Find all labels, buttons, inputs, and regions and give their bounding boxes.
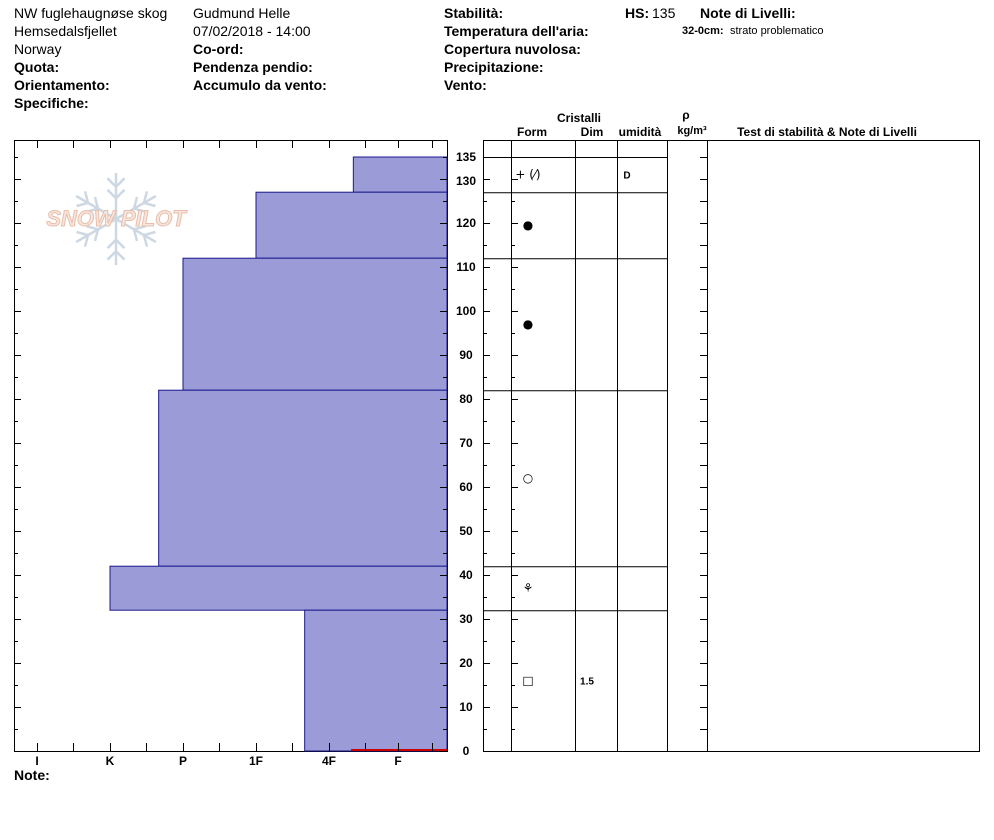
snowpilot-logo: SNOW PILOT bbox=[46, 173, 188, 265]
layer-bar bbox=[158, 389, 448, 567]
density-unit-header: kg/m³ bbox=[677, 125, 707, 137]
x-tick-label: K bbox=[106, 754, 115, 768]
quota-label: Quota: bbox=[14, 59, 60, 75]
snowflake-icon bbox=[75, 173, 157, 265]
y-tick-label: 30 bbox=[459, 612, 473, 626]
x-tick-label: 4F bbox=[322, 754, 336, 768]
grain-form-symbol: ● bbox=[523, 218, 533, 232]
size-header: Dim bbox=[581, 125, 604, 139]
grain-size-value: 1.5 bbox=[580, 677, 594, 688]
x-tick-label: F bbox=[394, 754, 401, 768]
country-text: Norway bbox=[14, 41, 62, 57]
coord-label: Co-ord: bbox=[193, 41, 244, 57]
layer-note-text: strato problematico bbox=[730, 25, 824, 37]
snowflake-branch bbox=[115, 250, 126, 261]
hs-label: HS: bbox=[625, 5, 650, 21]
y-tick-label: 0 bbox=[463, 744, 470, 758]
snowflake-branch bbox=[133, 207, 146, 213]
wind-loading-label: Accumulo da vento: bbox=[193, 77, 327, 93]
cloud-label: Copertura nuvolosa: bbox=[444, 41, 581, 57]
y-tick-label: 120 bbox=[456, 216, 476, 230]
grain-form-symbol: ● bbox=[523, 317, 533, 331]
snowflake-branch bbox=[106, 238, 117, 250]
location-text: NW fuglehaugnøse skog bbox=[14, 5, 168, 21]
layer-bar bbox=[255, 191, 448, 259]
grain-form-symbol: ⚘ bbox=[523, 581, 534, 595]
snowflake-arm bbox=[115, 194, 157, 221]
snowflake-branch bbox=[86, 225, 99, 231]
datetime-text: 07/02/2018 - 14:00 bbox=[193, 23, 311, 39]
y-tick-label: 70 bbox=[459, 436, 473, 450]
tests-header: Test di stabilità & Note di Livelli bbox=[737, 125, 917, 139]
y-tick-label: 135 bbox=[456, 150, 476, 164]
grain-form-symbol: ○ bbox=[523, 471, 533, 485]
wind-label: Vento: bbox=[444, 77, 487, 93]
y-tick-label: 100 bbox=[456, 304, 476, 318]
stability-label: Stabilità: bbox=[444, 5, 504, 21]
snowflake-branch bbox=[142, 190, 149, 204]
logo-text: SNOW PILOT bbox=[46, 206, 187, 231]
observer-text: Gudmund Helle bbox=[193, 5, 291, 21]
hs-value: 135 bbox=[652, 5, 676, 21]
moisture-header: umidità bbox=[619, 125, 662, 139]
snowflake-branch bbox=[93, 196, 100, 209]
slope-label: Pendenza pendio: bbox=[193, 59, 313, 75]
snowflake-branch bbox=[132, 229, 139, 242]
y-tick-label: 10 bbox=[459, 700, 473, 714]
precip-label: Precipitazione: bbox=[444, 59, 544, 75]
snowflake-branch bbox=[83, 190, 90, 204]
snowflake-arm bbox=[75, 194, 117, 221]
specifics-label: Specifiche: bbox=[14, 95, 89, 111]
layer-bar bbox=[304, 609, 448, 752]
layer-bar bbox=[182, 257, 448, 391]
y-tick-label: 20 bbox=[459, 656, 473, 670]
layer-note-range: 32-0cm: bbox=[682, 25, 724, 37]
snowflake-branch bbox=[83, 234, 90, 248]
y-tick-label: 130 bbox=[456, 174, 476, 188]
rho-header: ρ bbox=[682, 108, 689, 122]
y-tick-label: 40 bbox=[459, 568, 473, 582]
region-text: Hemsedalsfjellet bbox=[14, 23, 117, 39]
snowflake-branch bbox=[115, 188, 126, 200]
layer-notes-label: Note di Livelli: bbox=[700, 5, 796, 21]
y-tick-label: 80 bbox=[459, 392, 473, 406]
snowflake-branch bbox=[76, 201, 89, 208]
x-tick-label: I bbox=[35, 754, 38, 768]
grain-form-symbol: □ bbox=[522, 674, 533, 688]
snowflake-branch bbox=[86, 207, 99, 213]
snowflake-branch bbox=[106, 250, 117, 261]
snowflake-branch bbox=[76, 230, 89, 237]
y-tick-label: 60 bbox=[459, 480, 473, 494]
snowflake-branch bbox=[115, 238, 126, 250]
y-tick-label: 110 bbox=[456, 260, 476, 274]
layers-table-frame bbox=[483, 140, 980, 752]
snowflake-arm bbox=[115, 217, 157, 244]
snowflake-branch bbox=[106, 177, 117, 188]
form-header: Form bbox=[517, 125, 547, 139]
air-temp-label: Temperatura dell'aria: bbox=[444, 23, 589, 39]
grain-form-symbol: + (⁄) bbox=[515, 168, 540, 182]
snowflake-branch bbox=[132, 196, 139, 209]
crystals-header: Cristalli bbox=[557, 111, 601, 125]
snowflake-arm bbox=[75, 217, 117, 244]
moisture-value: D bbox=[623, 171, 630, 182]
snowflake-branch bbox=[115, 177, 126, 188]
snowflake-branch bbox=[143, 230, 156, 237]
y-tick-label: 50 bbox=[459, 524, 473, 538]
note-label: Note: bbox=[14, 767, 50, 783]
y-tick-label: 90 bbox=[459, 348, 473, 362]
layer-bar bbox=[109, 565, 448, 611]
snowflake-branch bbox=[93, 229, 100, 242]
snowflake-branch bbox=[142, 234, 149, 248]
snowflake-branch bbox=[133, 225, 146, 231]
x-tick-label: P bbox=[179, 754, 187, 768]
orientation-label: Orientamento: bbox=[14, 77, 110, 93]
snowflake-branch bbox=[143, 201, 156, 208]
snowflake-branch bbox=[106, 188, 117, 200]
x-tick-label: 1F bbox=[249, 754, 263, 768]
layer-bar bbox=[352, 156, 448, 193]
